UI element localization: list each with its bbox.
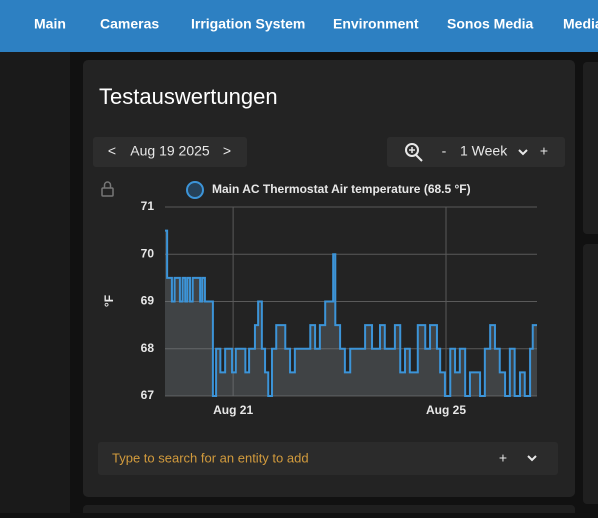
search-box[interactable] — [98, 442, 558, 475]
date-label: Aug 19 2025 — [130, 143, 210, 159]
lock-icon[interactable] — [101, 181, 114, 197]
plot: 67 68 69 70 71 Aug 21 Aug 25 — [141, 199, 537, 417]
period-chevron[interactable] — [518, 149, 528, 156]
search-add[interactable]: + — [499, 450, 507, 466]
search-chevron[interactable] — [527, 455, 537, 462]
nav-tab[interactable]: Sonos Media — [447, 16, 534, 32]
date-control — [93, 137, 247, 167]
y-tick-label: 69 — [141, 294, 155, 308]
zoom-plus[interactable]: + — [540, 143, 548, 159]
card-title: Testauswertungen — [99, 84, 278, 109]
nav-tab[interactable]: Main — [34, 16, 66, 32]
y-tick-label: 67 — [141, 388, 155, 402]
nav-tab[interactable]: Irrigation System — [191, 16, 305, 32]
y-tick-label: 71 — [141, 199, 155, 213]
nav-tab[interactable]: Media — [563, 16, 598, 32]
side-column — [0, 52, 70, 513]
nav-tab[interactable]: Cameras — [100, 16, 159, 32]
y-tick-label: 68 — [141, 341, 155, 355]
nav-tab[interactable]: Environment — [333, 16, 419, 32]
search-placeholder[interactable]: Type to search for an entity to add — [112, 450, 309, 465]
card — [83, 60, 575, 497]
y-tick-label: 70 — [141, 246, 155, 260]
y-axis-label: °F — [102, 295, 116, 307]
legend-label[interactable]: Main AC Thermostat Air temperature (68.5… — [212, 182, 471, 196]
date-prev[interactable]: < — [108, 143, 116, 159]
line — [165, 229, 537, 397]
zoom-icon[interactable] — [405, 143, 423, 162]
legend-swatch[interactable] — [186, 181, 204, 199]
zoom-period[interactable]: 1 Week — [460, 143, 508, 159]
zoom-control — [387, 137, 565, 167]
x-tick-label: Aug 21 — [213, 403, 253, 417]
next-card — [83, 505, 575, 518]
side-card — [583, 62, 598, 234]
date-next[interactable]: > — [223, 143, 231, 159]
x-tick-label: Aug 25 — [426, 403, 466, 417]
zoom-minus[interactable]: - — [442, 143, 447, 159]
nav-bar — [0, 0, 598, 52]
side-card — [583, 244, 598, 504]
area — [165, 230, 537, 396]
